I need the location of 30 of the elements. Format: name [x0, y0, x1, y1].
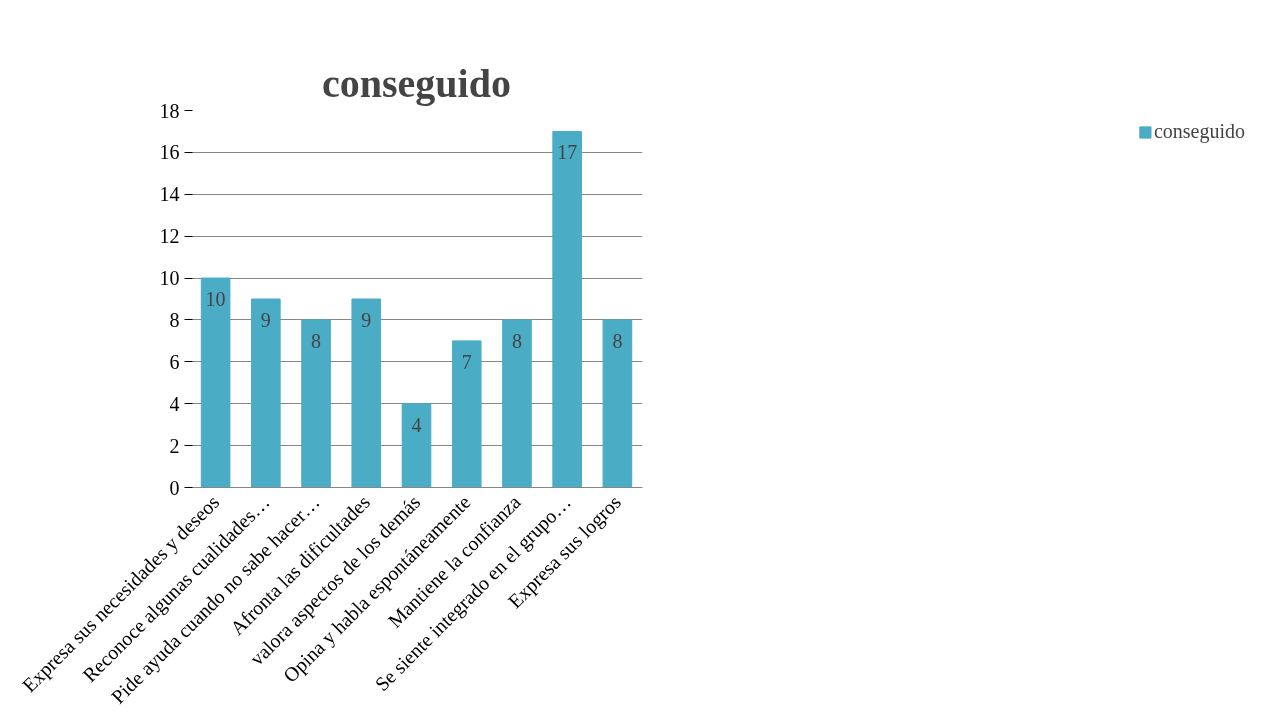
- data-label: 8: [311, 329, 322, 352]
- bar: [351, 298, 382, 488]
- data-label: 4: [411, 413, 422, 436]
- bar: [451, 340, 482, 488]
- y-tick-label: 8: [169, 308, 180, 331]
- bar: [502, 319, 532, 488]
- bar: [401, 403, 432, 488]
- y-tick-label: 18: [159, 99, 180, 122]
- chart-title: conseguido: [322, 60, 511, 106]
- bar: [602, 319, 633, 488]
- y-tick-label: 6: [169, 350, 180, 373]
- data-label: 9: [361, 309, 372, 331]
- y-tick-label: 10: [159, 267, 180, 290]
- bar: [552, 130, 582, 488]
- y-tick-label: 14: [159, 183, 180, 206]
- data-label: 9: [260, 309, 271, 331]
- y-tick-label: 0: [169, 476, 180, 499]
- y-tick-label: 12: [159, 225, 180, 248]
- y-tick-label: 16: [159, 141, 180, 164]
- data-label: 17: [557, 141, 578, 164]
- bar: [251, 298, 281, 488]
- legend-label: conseguido: [1153, 120, 1245, 143]
- bar: [200, 277, 231, 488]
- data-label: 8: [511, 329, 522, 352]
- y-tick-label: 4: [169, 392, 180, 415]
- data-label: 7: [461, 350, 472, 373]
- data-label: 10: [205, 288, 226, 311]
- y-tick-label: 2: [169, 434, 180, 457]
- bar: [301, 319, 331, 488]
- data-label: 8: [612, 329, 623, 352]
